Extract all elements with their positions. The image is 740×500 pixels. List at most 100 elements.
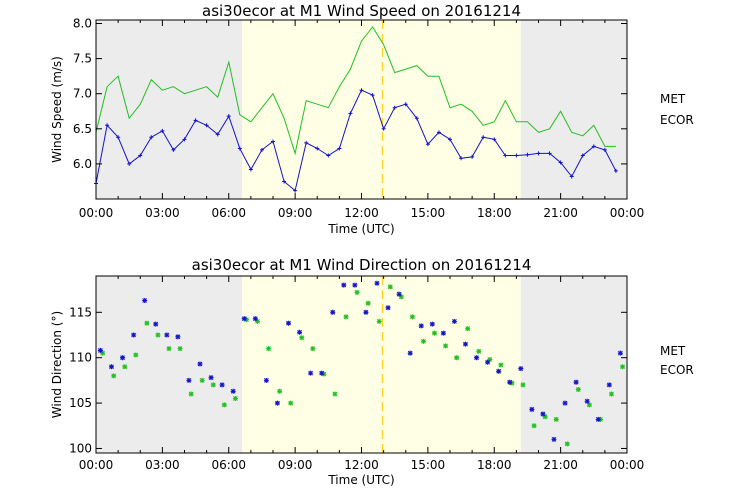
direction-ecor-point <box>131 332 137 338</box>
direction-ecor-point <box>518 366 524 372</box>
wind-direction-legend-met: MET <box>660 344 686 358</box>
direction-x-tick-label: 06:00 <box>211 458 246 472</box>
direction-met-point <box>199 377 205 383</box>
direction-ecor-point <box>319 370 325 376</box>
direction-ecor-point <box>507 379 513 385</box>
speed-ecor-point <box>558 160 563 165</box>
wind-speed-x-axis-label: Time (UTC) <box>327 222 394 236</box>
direction-ecor-point <box>186 377 192 383</box>
direction-met-point <box>210 382 216 388</box>
speed-ecor-point <box>271 139 275 144</box>
speed-ecor-point <box>370 93 375 98</box>
direction-ecor-point <box>374 280 380 286</box>
direction-night-band-morning <box>96 276 243 453</box>
direction-x-tick-label: 03:00 <box>145 458 180 472</box>
speed-ecor-point <box>304 140 309 145</box>
direction-ecor-point <box>263 377 269 383</box>
speed-daylight-band <box>242 20 521 199</box>
speed-y-tick-label: 6.5 <box>73 122 92 136</box>
wind-direction-y-axis-label: Wind Direction (°) <box>50 311 64 418</box>
direction-ecor-point <box>308 370 314 376</box>
speed-night-band-morning <box>96 20 243 199</box>
direction-ecor-point <box>451 318 457 324</box>
direction-met-point <box>531 423 537 429</box>
speed-ecor-point <box>602 147 607 152</box>
direction-met-point <box>398 294 404 300</box>
direction-met-point <box>166 346 172 352</box>
speed-y-tick-label: 6.0 <box>73 157 92 171</box>
speed-ecor-point <box>293 188 298 193</box>
wind-speed-axes: 00:00 03:00 06:00 09:00 12:00 15:00 18:00 21:00… <box>73 17 644 220</box>
direction-ecor-point <box>396 291 402 297</box>
direction-y-tick-label: 100 <box>69 441 92 455</box>
direction-ecor-point <box>164 332 170 338</box>
direction-met-point <box>420 338 426 344</box>
speed-ecor-point <box>315 146 320 151</box>
direction-ecor-point <box>352 282 358 288</box>
speed-y-tick-label: 7.5 <box>73 52 92 66</box>
speed-ecor-point <box>492 137 497 142</box>
wind-direction-chart: 00:00 03:00 06:00 09:00 12:00 15:00 18:00 21:00… <box>50 256 694 487</box>
speed-x-tick-label: 06:00 <box>211 206 246 220</box>
speed-ecor-point <box>127 161 132 166</box>
direction-met-point <box>476 348 482 354</box>
speed-y-tick-label: 7.0 <box>73 87 92 101</box>
direction-ecor-point <box>120 355 126 361</box>
speed-ecor-point <box>459 156 464 161</box>
speed-ecor-point <box>448 137 452 142</box>
direction-ecor-point <box>197 361 203 367</box>
direction-met-point <box>564 441 570 447</box>
direction-met-point <box>111 373 117 379</box>
wind-direction-x-axis-label: Time (UTC) <box>327 473 394 487</box>
speed-ecor-point <box>149 135 154 140</box>
direction-met-point <box>575 386 581 392</box>
speed-ecor-point <box>359 88 364 93</box>
speed-ecor-point <box>536 151 541 156</box>
direction-met-point <box>332 391 338 397</box>
speed-ecor-point <box>337 146 342 151</box>
speed-x-tick-label: 09:00 <box>278 206 313 220</box>
speed-ecor-point <box>259 147 264 152</box>
direction-ecor-point <box>529 406 535 412</box>
direction-met-point <box>266 346 272 352</box>
direction-ecor-point <box>496 368 502 374</box>
direction-ecor-point <box>208 375 214 381</box>
wind-direction-series <box>97 280 626 447</box>
direction-met-point <box>586 402 592 408</box>
direction-ecor-point <box>230 388 236 394</box>
direction-met-point <box>432 330 438 336</box>
direction-ecor-point <box>252 316 258 322</box>
direction-ecor-point <box>97 347 103 353</box>
direction-met-point <box>553 416 559 422</box>
speed-ecor-point <box>193 118 198 123</box>
speed-x-tick-label: 15:00 <box>411 206 446 220</box>
direction-met-point <box>609 391 615 397</box>
speed-ecor-point <box>569 174 574 179</box>
wind-direction-axes: 00:00 03:00 06:00 09:00 12:00 15:00 18:00 21:00… <box>69 276 644 472</box>
direction-ecor-point <box>418 323 424 329</box>
speed-ecor-point <box>436 130 441 135</box>
direction-met-point <box>365 300 371 306</box>
speed-y-tick-label: 8.0 <box>73 17 92 31</box>
direction-x-tick-label: 09:00 <box>278 458 313 472</box>
direction-ecor-point <box>285 320 291 326</box>
speed-ecor-point <box>215 132 220 137</box>
speed-x-tick-label: 00:00 <box>79 206 114 220</box>
speed-ecor-point <box>182 137 187 142</box>
direction-x-tick-label: 15:00 <box>411 458 446 472</box>
speed-ecor-point <box>470 154 475 159</box>
speed-ecor-point <box>514 153 519 158</box>
speed-ecor-point <box>226 114 231 119</box>
direction-met-point <box>354 289 360 295</box>
direction-met-point <box>409 314 415 320</box>
direction-daylight-band <box>242 276 521 453</box>
direction-met-point <box>133 352 139 358</box>
direction-x-tick-label: 18:00 <box>477 458 512 472</box>
direction-met-point <box>232 396 238 402</box>
wind-direction-background-bands <box>96 276 627 453</box>
wind-speed-background-bands <box>96 20 627 199</box>
direction-ecor-point <box>595 416 601 422</box>
direction-ecor-point <box>540 411 546 417</box>
direction-met-point <box>188 391 194 397</box>
